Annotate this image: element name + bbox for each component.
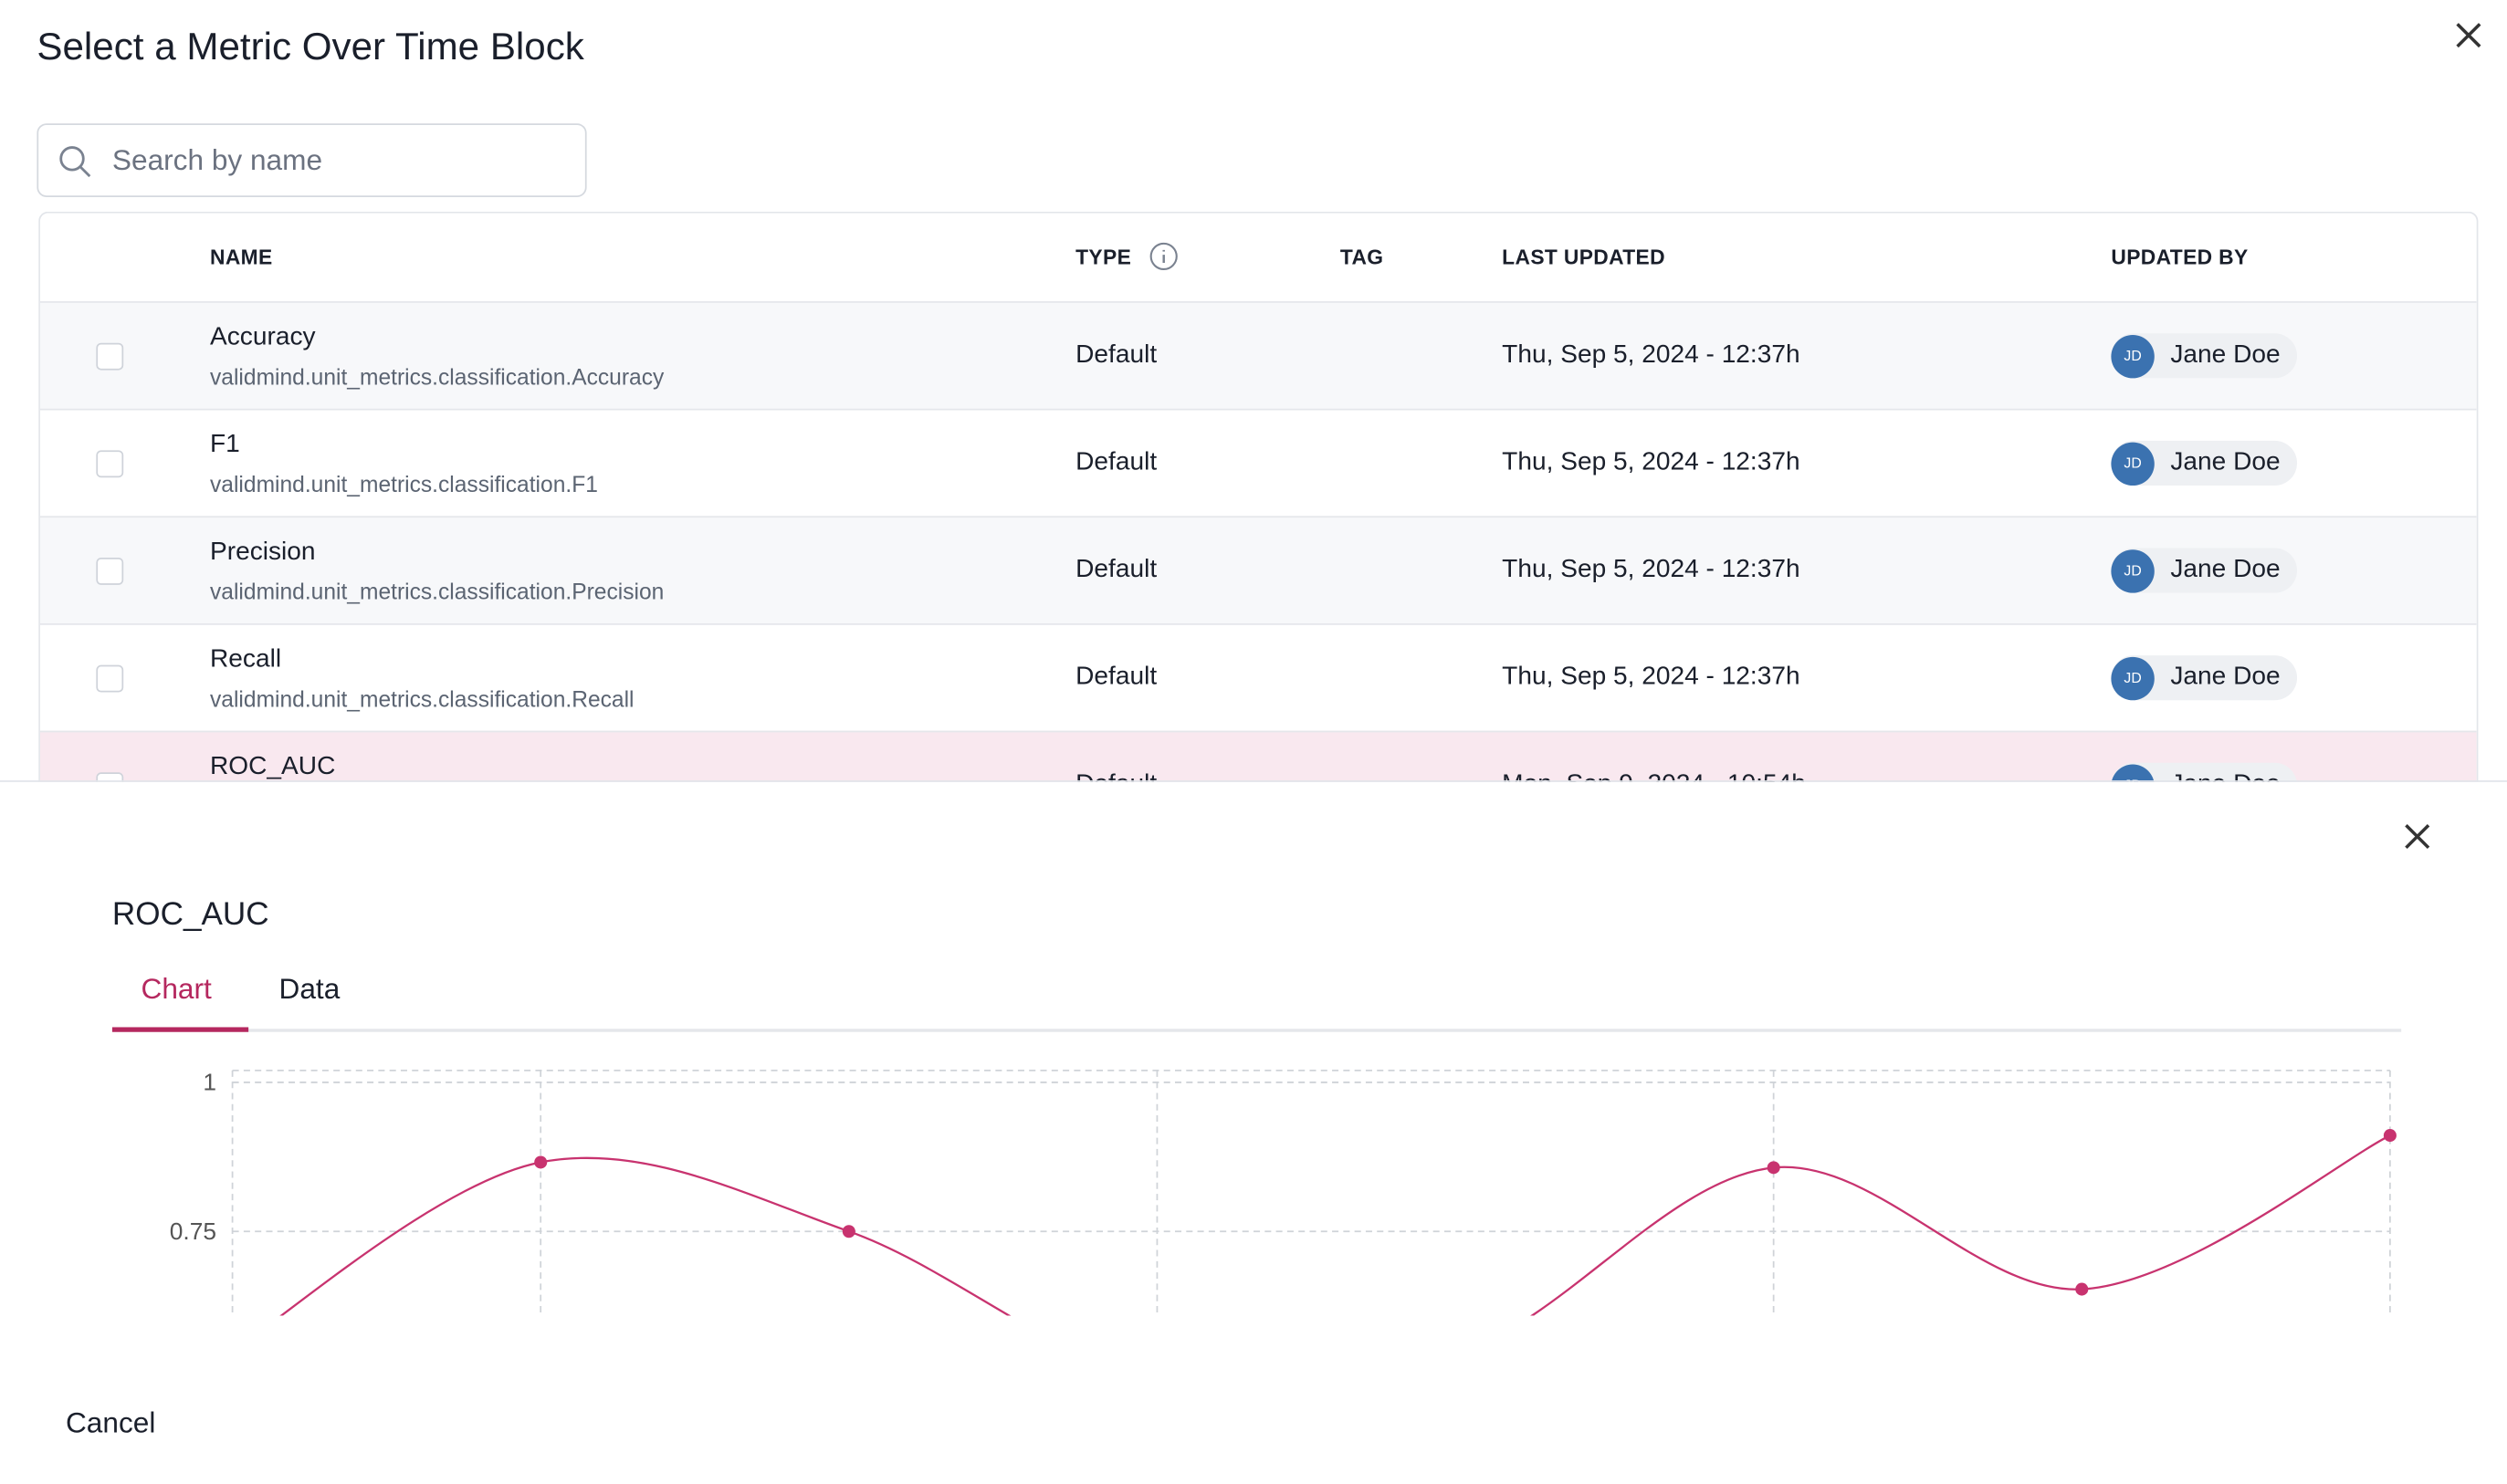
- avatar: JD: [2111, 549, 2155, 592]
- metric-type: Default: [1075, 448, 1158, 476]
- metric-name: Accuracy: [210, 323, 316, 351]
- data-point: [2383, 1129, 2397, 1143]
- last-updated: Thu, Sep 5, 2024 - 12:37h: [1502, 663, 1800, 691]
- table-row: F1 validmind.unit_metrics.classification.…: [39, 408, 2477, 518]
- metric-type: Default: [1075, 663, 1158, 691]
- metric-name: ROC_AUC: [210, 753, 336, 781]
- table-row: ROC_AUCvalidmind.unit_metrics.classifica…: [39, 730, 2477, 782]
- user-name: Jane Doe: [2170, 771, 2280, 782]
- search-input[interactable]: Search by name: [37, 123, 587, 197]
- tab[interactable]: Chart: [141, 972, 212, 1005]
- table-row: Recall validmind.unit_metrics.classificat…: [39, 623, 2477, 733]
- last-updated: Thu, Sep 5, 2024 - 12:37h: [1502, 556, 1800, 584]
- row-checkbox[interactable]: [96, 772, 124, 782]
- user-name: Jane Doe: [2170, 663, 2281, 691]
- metric-id: validmind.unit_metrics.classification.Re…: [210, 685, 635, 712]
- last-updated: Thu, Sep 5, 2024 - 12:37h: [1502, 448, 1800, 476]
- user-name: Jane Doe: [2170, 340, 2281, 369]
- row-checkbox[interactable]: [96, 450, 124, 478]
- column-header: UPDATED BY: [2111, 245, 2249, 269]
- tab-bar: [111, 1029, 2402, 1032]
- info-icon[interactable]: [1149, 242, 1181, 274]
- data-point: [226, 1344, 239, 1357]
- metric-id: validmind.unit_metrics.classification.Pr…: [210, 578, 665, 604]
- tab[interactable]: Data: [278, 972, 341, 1005]
- y-tick-label: 1: [203, 1069, 216, 1096]
- user-chip: JD Jane Doe: [2111, 655, 2297, 701]
- data-point: [1150, 1374, 1163, 1386]
- divider: [0, 780, 2507, 782]
- metric-name: F1: [210, 431, 240, 459]
- y-tick-label: 0.75: [170, 1218, 216, 1245]
- row-checkbox[interactable]: [96, 342, 124, 371]
- data-point: [842, 1225, 855, 1238]
- data-point: [2075, 1282, 2089, 1296]
- search-icon: [59, 146, 91, 178]
- close-preview-button[interactable]: [2401, 820, 2433, 852]
- column-header: TYPE: [1075, 245, 1132, 269]
- data-point: [534, 1155, 548, 1169]
- table-row: Precision validmind.unit_metrics.classifi…: [39, 516, 2477, 625]
- user-name: Jane Doe: [2170, 556, 2281, 584]
- preview-title: ROC_AUC: [111, 897, 269, 933]
- metrics-table: NAME TYPE TAG LAST UPDATED UPDATED BY Ac…: [38, 211, 2479, 782]
- search-placeholder: Search by name: [111, 144, 323, 177]
- column-header: LAST UPDATED: [1502, 245, 1665, 269]
- avatar: JD: [2111, 441, 2155, 486]
- last-updated: Thu, Sep 5, 2024 - 12:37h: [1502, 340, 1800, 369]
- table-row: Accuracy validmind.unit_metrics.classific…: [39, 301, 2477, 411]
- metric-type: Default: [1075, 340, 1158, 369]
- avatar: JD: [2111, 656, 2155, 700]
- user-chip: JD Jane Doe: [2111, 548, 2297, 593]
- column-header: NAME: [210, 245, 273, 269]
- row-checkbox[interactable]: [96, 558, 124, 585]
- series-line: [279, 1134, 2391, 1316]
- data-point: [1459, 1344, 1472, 1357]
- avatar: JD: [2111, 763, 2155, 782]
- user-chip: JD Jane Doe: [2111, 762, 2297, 782]
- metric-name: Precision: [210, 538, 316, 566]
- avatar: JD: [2111, 334, 2155, 378]
- user-chip: JD Jane Doe: [2111, 440, 2297, 486]
- metric-id: validmind.unit_metrics.classification.Ac…: [210, 363, 665, 390]
- user-chip: JD Jane Doe: [2111, 333, 2297, 379]
- close-button[interactable]: [2452, 19, 2484, 51]
- data-point: [1767, 1161, 1780, 1175]
- cancel-button[interactable]: Cancel: [65, 1406, 156, 1439]
- metric-type: Default: [1075, 556, 1158, 584]
- user-name: Jane Doe: [2170, 448, 2281, 476]
- metric-name: Recall: [210, 645, 282, 674]
- column-header: TAG: [1339, 245, 1384, 269]
- row-checkbox[interactable]: [96, 664, 124, 693]
- last-updated: Mon, Sep 9, 2024 - 10:54h: [1502, 771, 1806, 782]
- metric-type: Default: [1075, 771, 1157, 782]
- metric-id: validmind.unit_metrics.classification.F1: [210, 471, 598, 497]
- active-tab-indicator: [111, 1027, 249, 1032]
- modal-title: Select a Metric Over Time Block: [37, 26, 584, 69]
